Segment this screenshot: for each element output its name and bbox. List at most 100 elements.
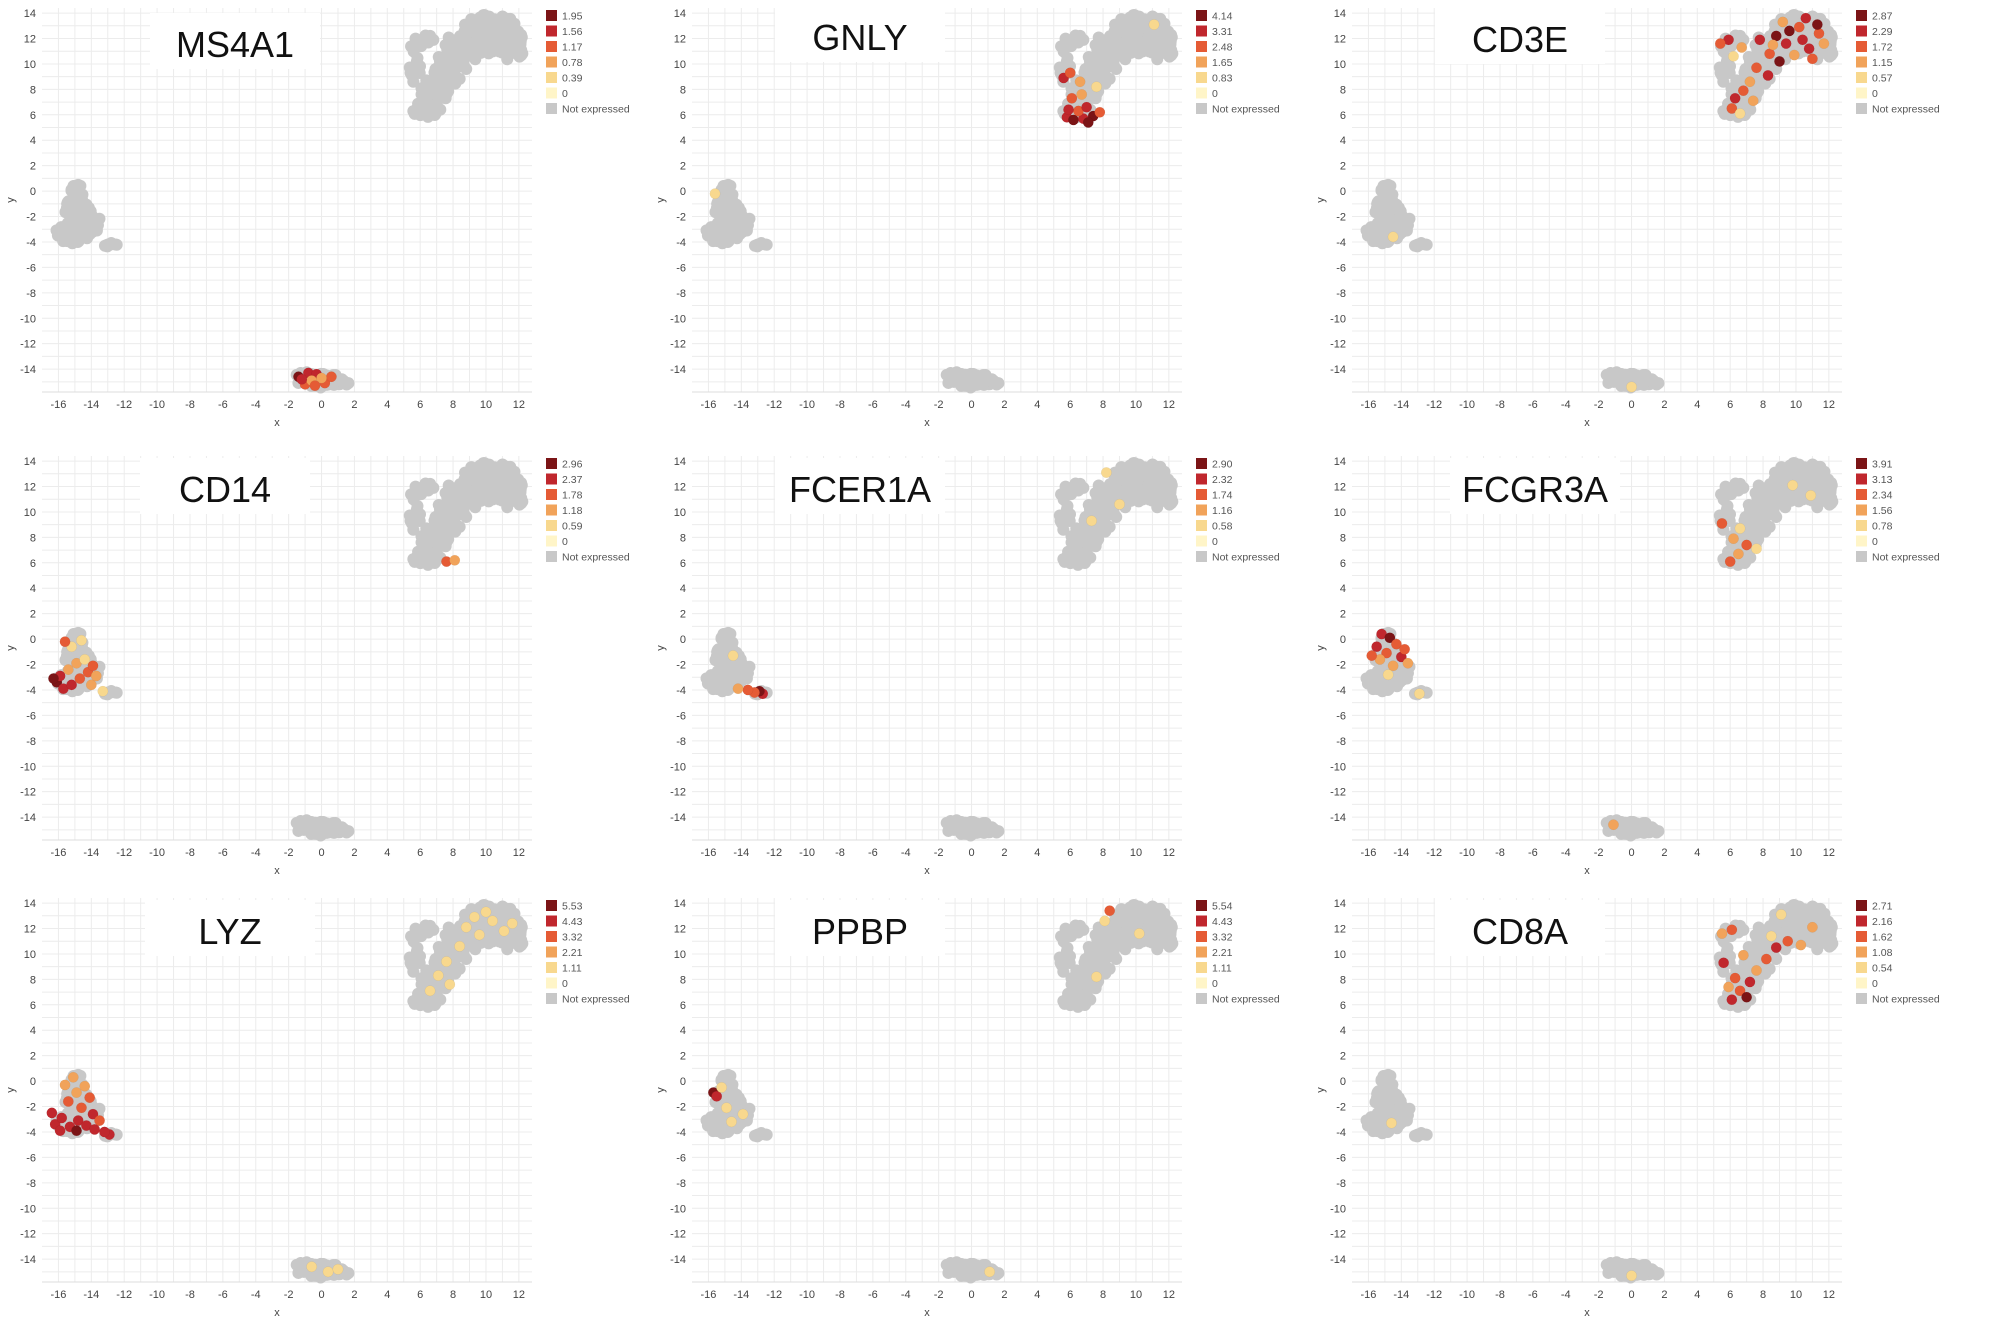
expressed-cell-point xyxy=(1366,650,1378,662)
cell-point xyxy=(1725,82,1738,95)
cell-point xyxy=(508,35,521,48)
y-tick-label: 6 xyxy=(30,558,36,570)
y-tick-label: -10 xyxy=(1330,313,1346,325)
cell-point xyxy=(1145,470,1158,483)
cell-point xyxy=(1365,221,1378,234)
y-tick-label: 10 xyxy=(24,949,36,961)
y-tick-label: 14 xyxy=(674,8,686,20)
cell-point xyxy=(340,378,353,391)
y-tick-label: -6 xyxy=(26,710,36,722)
cell-point xyxy=(1784,459,1797,472)
y-tick-label: -12 xyxy=(670,1229,686,1241)
legend-label: 1.65 xyxy=(1212,57,1233,69)
y-tick-label: 10 xyxy=(674,949,686,961)
cell-point xyxy=(1065,530,1078,543)
x-tick-label: -8 xyxy=(185,1289,195,1301)
expressed-cell-point xyxy=(1076,89,1088,100)
expressed-cell-point xyxy=(1086,515,1098,527)
expressed-cell-point xyxy=(76,634,87,646)
cell-point xyxy=(73,212,86,225)
x-tick-label: 0 xyxy=(318,1289,324,1301)
umap-panel-cd14: -16 -14 -12 -10 -8 -6 -4 -2 0 2 4 6 8 10 12 -14 -12 -10 -8… xyxy=(0,448,640,888)
x-tick-label: -14 xyxy=(733,399,749,411)
legend-label: 2.48 xyxy=(1212,42,1233,54)
expressed-cell-point xyxy=(79,1080,91,1092)
not-expressed-cells xyxy=(50,9,529,394)
x-tick-label: -16 xyxy=(1360,399,1376,411)
legend-swatch xyxy=(546,946,557,958)
expressed-cell-point xyxy=(72,1115,84,1126)
legend-label: 0 xyxy=(562,88,568,100)
x-tick-label: -8 xyxy=(185,399,195,411)
scatter-plot: -16 -14 -12 -10 -8 -6 -4 -2 0 2 4 6 8 10 12-14-12-10-8… xyxy=(5,456,630,877)
expressed-cell-point xyxy=(322,1266,334,1278)
y-axis-label: y xyxy=(1315,645,1327,651)
x-tick-label: 4 xyxy=(1034,399,1040,411)
x-tick-label: 2 xyxy=(351,1289,357,1301)
x-tick-label: -12 xyxy=(116,1289,132,1301)
cell-point xyxy=(501,501,514,514)
x-tick-label: -10 xyxy=(799,847,815,859)
y-tick-label: -12 xyxy=(670,339,686,351)
x-tick-label: -10 xyxy=(1459,847,1475,859)
x-axis-label: x xyxy=(274,417,280,429)
x-tick-label: 8 xyxy=(1100,399,1106,411)
expressed-cell-point xyxy=(1399,643,1411,655)
legend-label: 0.57 xyxy=(1872,73,1893,85)
gene-title-background xyxy=(140,458,310,514)
x-tick-label: 8 xyxy=(1100,1289,1106,1301)
x-axis-label: x xyxy=(274,1307,280,1319)
cell-point xyxy=(407,995,420,1008)
legend-swatch xyxy=(546,87,557,99)
expressed-cell-point xyxy=(1751,543,1762,555)
cell-point xyxy=(1751,49,1764,62)
expressed-cell-point xyxy=(1148,19,1160,30)
x-tick-label: -6 xyxy=(218,1289,228,1301)
x-tick-label: 4 xyxy=(384,399,390,411)
x-tick-label: -12 xyxy=(1426,399,1442,411)
legend-label: 0.39 xyxy=(562,73,583,85)
legend-label: 1.72 xyxy=(1872,42,1893,54)
x-tick-label: -16 xyxy=(50,399,66,411)
cell-point xyxy=(434,993,447,1006)
y-tick-label: 12 xyxy=(674,924,686,936)
x-tick-label: -4 xyxy=(1561,399,1571,411)
legend-label: 0 xyxy=(1212,88,1218,100)
expressed-cell-point xyxy=(1716,517,1728,529)
expressed-cells xyxy=(46,906,518,1278)
cell-point xyxy=(1376,199,1389,212)
cell-point xyxy=(461,474,474,487)
expressed-cell-point xyxy=(1747,95,1759,107)
expressed-cell-point xyxy=(1806,53,1818,65)
expressed-cell-point xyxy=(74,673,86,684)
y-tick-label: 2 xyxy=(30,609,36,621)
cell-point xyxy=(1774,464,1787,477)
cell-point xyxy=(990,378,1003,391)
cell-point xyxy=(1057,553,1070,566)
legend-label: 0.59 xyxy=(562,521,583,533)
expressed-cell-point xyxy=(460,921,472,933)
legend-swatch xyxy=(1196,56,1207,68)
cell-point xyxy=(1114,906,1127,919)
expressed-cell-point xyxy=(432,970,444,982)
x-tick-label: -2 xyxy=(934,1289,944,1301)
legend-label: 0.83 xyxy=(1212,73,1233,85)
cell-point xyxy=(87,225,100,238)
y-tick-label: -6 xyxy=(676,1152,686,1164)
x-tick-label: -2 xyxy=(934,399,944,411)
gene-title: MS4A1 xyxy=(176,24,294,65)
expressed-cell-point xyxy=(1724,556,1736,567)
cell-point xyxy=(410,55,423,68)
cell-point xyxy=(415,485,428,498)
not-expressed-cells xyxy=(700,457,1179,842)
legend-label-not-expressed: Not expressed xyxy=(562,552,630,564)
cell-point xyxy=(405,517,418,530)
cell-point xyxy=(410,945,423,958)
y-tick-label: -4 xyxy=(26,237,36,249)
cell-point xyxy=(1096,67,1109,80)
umap-panel-ppbp: -16 -14 -12 -10 -8 -6 -4 -2 0 2 4 6 8 10 12 -14 -12 -10 -8… xyxy=(650,890,1290,1330)
legend-swatch-not-expressed xyxy=(546,551,557,562)
expressed-cell-point xyxy=(1384,632,1396,644)
legend-swatch xyxy=(1196,489,1207,500)
cell-point xyxy=(415,82,428,95)
